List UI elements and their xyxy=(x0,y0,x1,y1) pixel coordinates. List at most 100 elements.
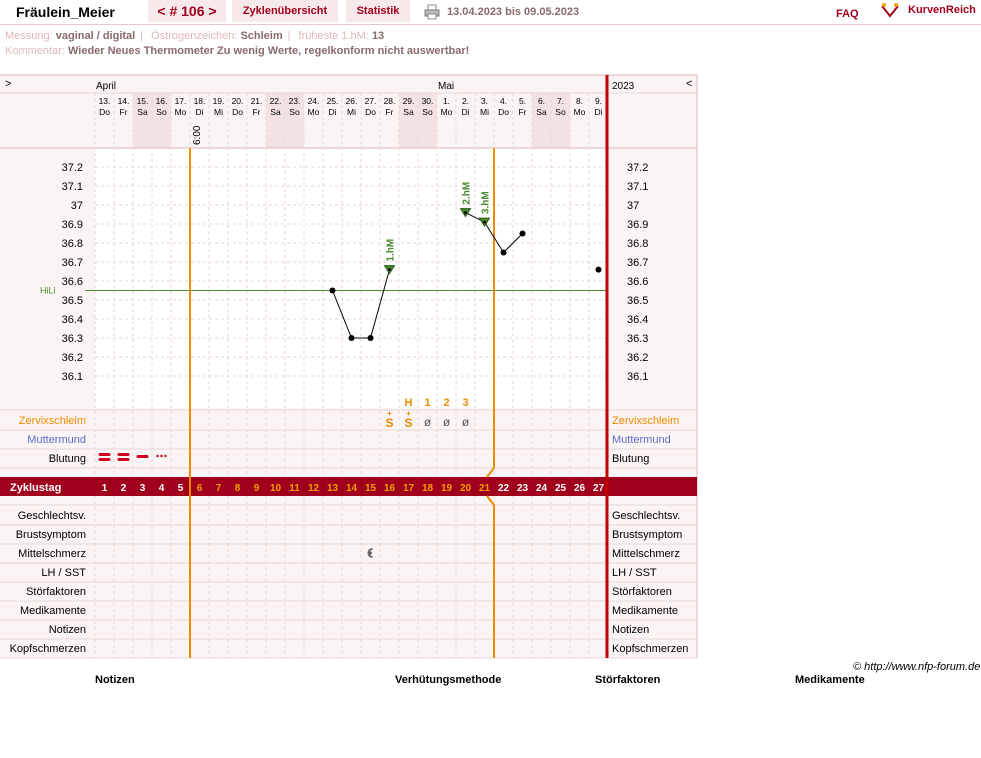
mittelschmerz-icon xyxy=(367,548,373,558)
y-tick-left: 36.3 xyxy=(62,333,83,345)
row-label-left: Muttermund xyxy=(27,434,86,446)
cycle-day-number: 5 xyxy=(178,483,184,494)
tab-zyklenuebersicht[interactable]: Zyklenübersicht xyxy=(232,0,338,22)
day-date: 23. xyxy=(289,96,301,106)
temperature-point xyxy=(388,268,391,272)
day-weekday: Fr xyxy=(518,107,526,117)
y-tick-left: 36.6 xyxy=(62,276,83,288)
row-label-left: Kopfschmerzen xyxy=(10,643,86,655)
legend-medikamente: Medikamente xyxy=(795,674,865,686)
row-label-right: Mittelschmerz xyxy=(612,548,680,560)
brand-link[interactable]: KurvenReich xyxy=(908,4,976,16)
y-tick-right: 37.1 xyxy=(627,181,648,193)
y-tick-right: 37 xyxy=(627,200,639,212)
day-weekday: Mo xyxy=(308,107,320,117)
weekend-header xyxy=(418,93,437,148)
day-weekday: Sa xyxy=(270,107,281,117)
day-date: 24. xyxy=(308,96,320,106)
bleeding-heavy xyxy=(117,458,130,461)
row-label-left: Mittelschmerz xyxy=(18,548,86,560)
cycle-day-number: 13 xyxy=(327,483,339,494)
mucus-count-label: 3 xyxy=(462,397,468,409)
cycle-day-number: 17 xyxy=(403,483,415,494)
y-tick-right: 36.6 xyxy=(627,276,648,288)
year-label: 2023 xyxy=(612,81,635,92)
row-label-left: LH / SST xyxy=(41,567,86,579)
nav-prev-button[interactable]: > xyxy=(5,78,11,90)
day-date: 18. xyxy=(194,96,206,106)
kommentar-value: Wieder Neues Thermometer Zu wenig Werte,… xyxy=(67,45,470,57)
hm-label: 1.hM xyxy=(386,239,397,262)
temperature-point xyxy=(464,211,467,215)
nav-next-button[interactable]: < xyxy=(686,78,692,90)
temperature-point xyxy=(329,287,336,294)
day-date: 5. xyxy=(519,96,526,106)
date-range: 13.04.2023 bis 09.05.2023 xyxy=(447,6,580,18)
zyklustag-label: Zyklustag xyxy=(10,482,61,494)
row-label-right: Kopfschmerzen xyxy=(612,643,688,655)
row-label-right: Geschlechtsv. xyxy=(612,510,680,522)
kurvenreich-logo-icon[interactable] xyxy=(880,2,900,20)
kommentar-label: Kommentar: xyxy=(5,45,65,57)
day-weekday: Sa xyxy=(536,107,547,117)
tab-statistik[interactable]: Statistik xyxy=(346,0,410,22)
cycle-day-number: 23 xyxy=(517,483,529,494)
fruehe-value: 13 xyxy=(371,30,385,42)
day-weekday: Sa xyxy=(137,107,148,117)
day-date: 26. xyxy=(346,96,358,106)
cycle-day-number: 3 xyxy=(140,483,146,494)
row-label-left: Zervixschleim xyxy=(19,415,86,427)
day-date: 29. xyxy=(403,96,415,106)
cycle-day-number: 22 xyxy=(498,483,510,494)
cycle-day-number: 6 xyxy=(197,483,203,494)
printer-icon[interactable] xyxy=(424,4,440,20)
day-weekday: So xyxy=(555,107,566,117)
mucus-s-symbol: S xyxy=(385,416,393,430)
day-weekday: Fr xyxy=(385,107,393,117)
day-weekday: Mi xyxy=(480,107,489,117)
day-date: 25. xyxy=(327,96,339,106)
day-date: 30. xyxy=(422,96,434,106)
mucus-count-label: 1 xyxy=(424,397,430,409)
weekend-header xyxy=(133,93,152,148)
bleeding-spotting xyxy=(156,454,159,458)
mucus-plus: + xyxy=(406,409,411,418)
cycle-day-number: 7 xyxy=(216,483,222,494)
day-weekday: Di xyxy=(328,107,336,117)
hm-label: 3.hM xyxy=(481,191,492,214)
day-weekday: So xyxy=(289,107,300,117)
row-label-left: Geschlechtsv. xyxy=(18,510,86,522)
oestrogen-label: Östrogenzeichen: xyxy=(151,30,238,42)
cycle-day-number: 25 xyxy=(555,483,567,494)
temperature-point xyxy=(595,266,602,273)
y-tick-left: 37.2 xyxy=(62,162,83,174)
row-label-left: Brustsymptom xyxy=(16,529,86,541)
mucus-dry-symbol: ø xyxy=(462,415,470,429)
hm-label: 2.hM xyxy=(462,182,473,205)
y-tick-left: 36.2 xyxy=(62,352,83,364)
day-date: 22. xyxy=(270,96,282,106)
measurement-info: Messung: vaginal / digital | Östrogenzeic… xyxy=(5,30,385,42)
fertile-end-line-lower xyxy=(486,495,495,658)
day-weekday: Do xyxy=(99,107,110,117)
day-weekday: Mo xyxy=(441,107,453,117)
day-date: 21. xyxy=(251,96,263,106)
mucus-count-label: 2 xyxy=(443,397,449,409)
day-date: 17. xyxy=(175,96,187,106)
temperature-point xyxy=(367,335,374,341)
fertile-end-kink xyxy=(486,467,495,478)
faq-link[interactable]: FAQ xyxy=(836,8,859,20)
cycle-day-number: 15 xyxy=(365,483,377,494)
top-bar: Fräulein_Meier < # 106 > Zyklenübersicht… xyxy=(0,0,981,25)
day-weekday: So xyxy=(422,107,433,117)
temperature-point xyxy=(348,335,355,341)
row-label-left: Notizen xyxy=(49,624,86,636)
bleeding-heavy xyxy=(98,453,111,456)
day-weekday: Fr xyxy=(252,107,260,117)
y-tick-right: 36.8 xyxy=(627,238,648,250)
cycle-nav-button[interactable]: < # 106 > xyxy=(148,0,226,22)
y-tick-left: 36.4 xyxy=(62,314,83,326)
weekend-header xyxy=(551,93,570,148)
row-label-right: Blutung xyxy=(612,453,649,465)
